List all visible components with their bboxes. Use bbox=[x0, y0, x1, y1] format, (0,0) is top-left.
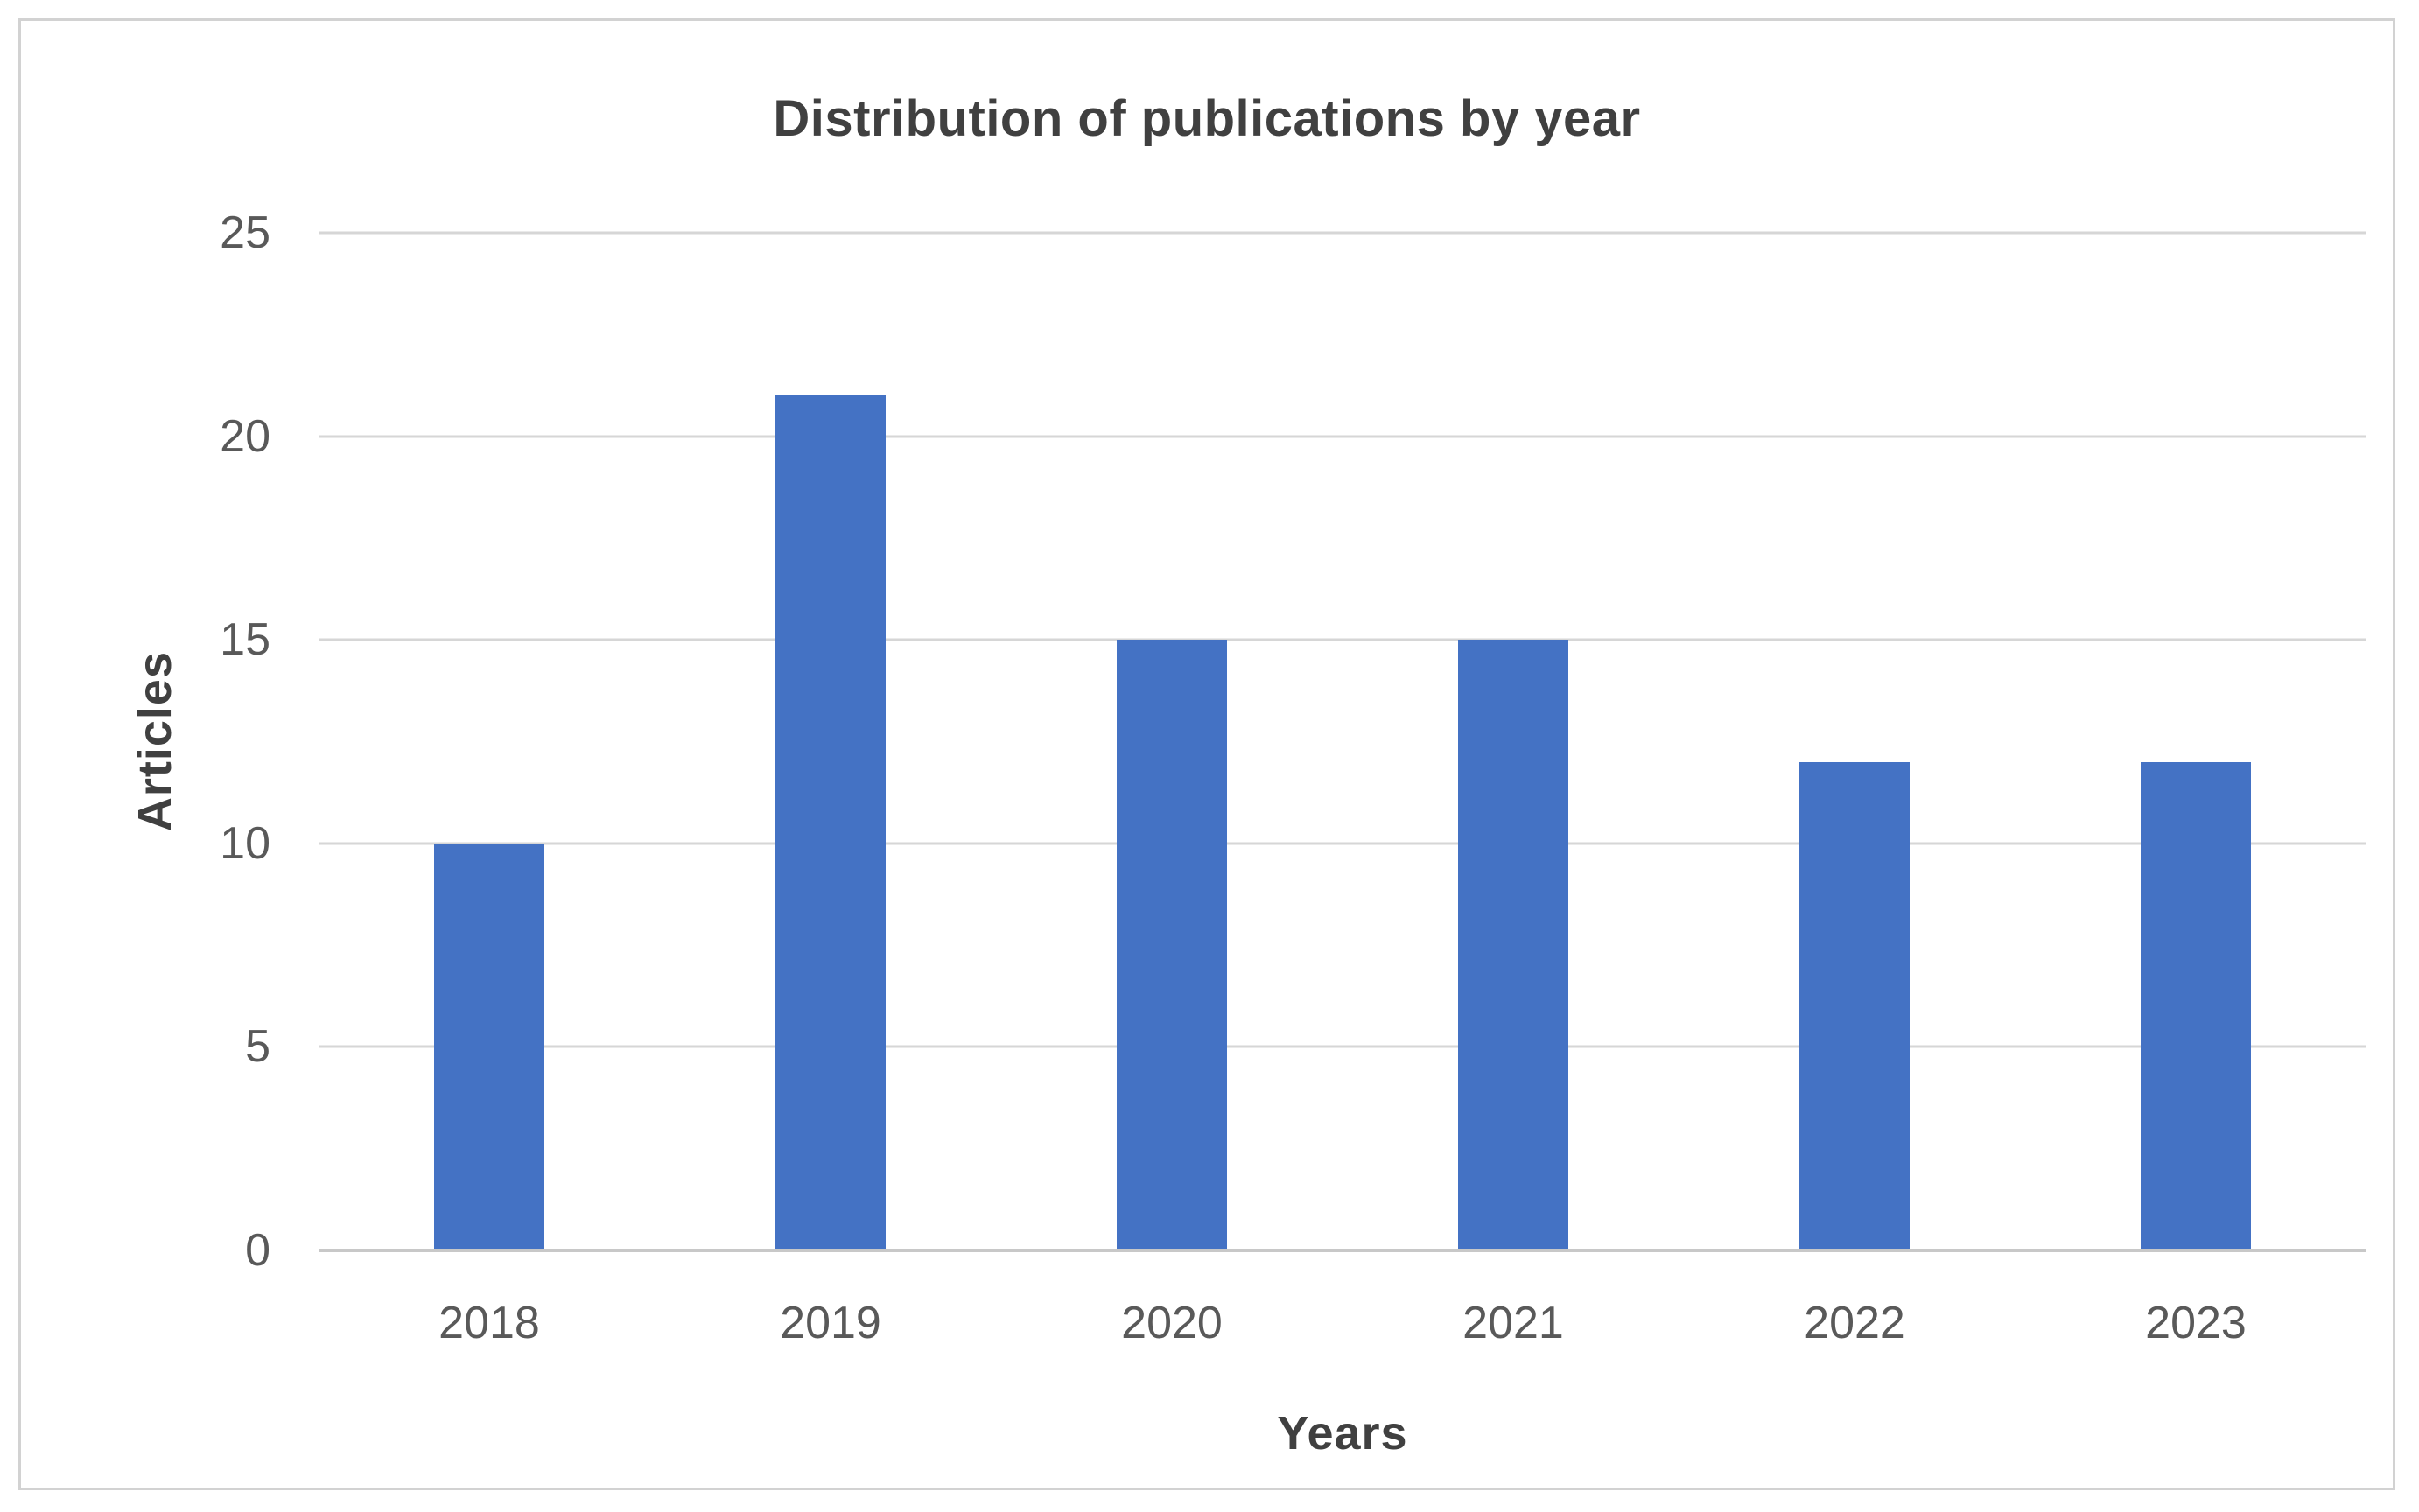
bar-2022 bbox=[1799, 761, 1910, 1250]
x-axis-title: Years bbox=[1277, 1407, 1408, 1460]
x-category-label-2020: 2020 bbox=[1121, 1298, 1223, 1348]
y-tick-label-15: 15 bbox=[220, 614, 270, 666]
gridline-15 bbox=[319, 638, 2366, 641]
y-tick-label-5: 5 bbox=[245, 1021, 270, 1073]
x-category-label-2019: 2019 bbox=[780, 1298, 881, 1348]
chart-title: Distribution of publications by year bbox=[773, 90, 1641, 147]
y-tick-labels: 0 5 10 15 20 25 bbox=[126, 210, 270, 1273]
figure-border: Distribution of publications by year Art… bbox=[18, 18, 2395, 1490]
x-category-labels: 2018 2019 2020 2021 2022 2023 bbox=[319, 1300, 2366, 1346]
x-category-label-2023: 2023 bbox=[2145, 1298, 2247, 1348]
gridline-20 bbox=[319, 435, 2366, 438]
gridline-5 bbox=[319, 1045, 2366, 1048]
gridline-25 bbox=[319, 231, 2366, 234]
x-category-label-2022: 2022 bbox=[1804, 1298, 1905, 1348]
bar-2020 bbox=[1117, 640, 1227, 1250]
x-category-label-2018: 2018 bbox=[438, 1298, 540, 1348]
bar-2023 bbox=[2141, 761, 2251, 1250]
x-axis-line bbox=[319, 1249, 2366, 1252]
bar-2018 bbox=[434, 843, 544, 1250]
y-tick-label-25: 25 bbox=[220, 207, 270, 258]
bar-2019 bbox=[775, 396, 886, 1250]
x-category-label-2021: 2021 bbox=[1462, 1298, 1564, 1348]
bar-2021 bbox=[1458, 640, 1568, 1250]
y-tick-label-10: 10 bbox=[220, 817, 270, 869]
plot-area bbox=[319, 231, 2366, 1252]
gridline-10 bbox=[319, 842, 2366, 845]
y-tick-label-20: 20 bbox=[220, 410, 270, 462]
y-tick-label-0: 0 bbox=[245, 1225, 270, 1276]
